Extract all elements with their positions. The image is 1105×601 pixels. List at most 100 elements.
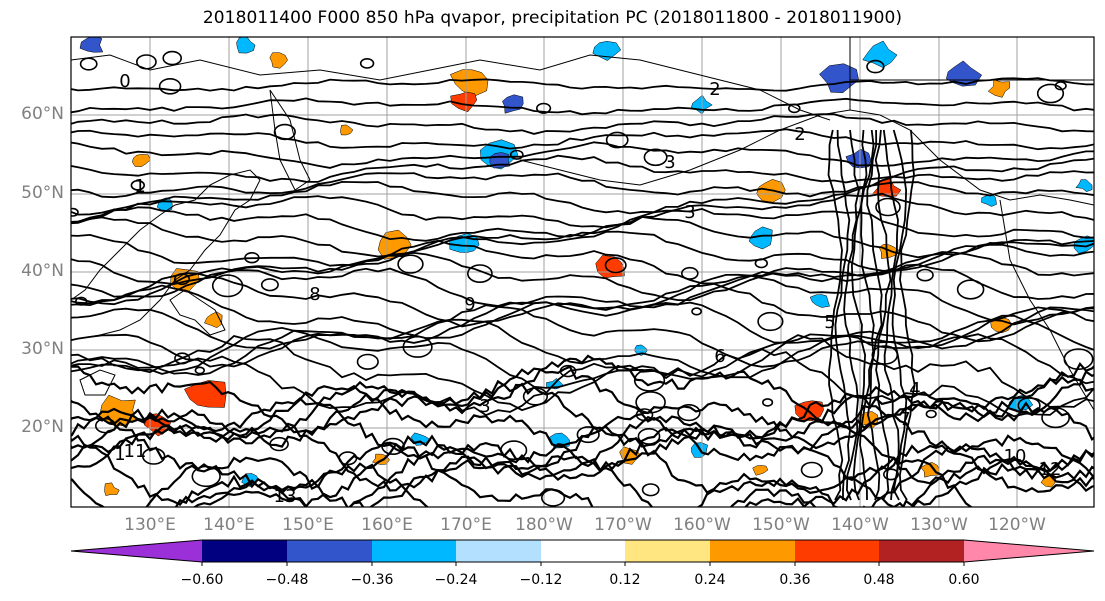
- qvapor-contour-cell: [244, 252, 260, 264]
- qvapor-contour-line: [71, 170, 1094, 199]
- colorbar-tick-label: 0.24: [694, 572, 726, 588]
- coastline: [71, 169, 261, 341]
- qvapor-contour-cell: [500, 440, 528, 461]
- qvapor-contour-line: [71, 192, 1094, 229]
- colorbar-swatch: [202, 540, 287, 562]
- qvapor-contour-line: [71, 301, 1094, 350]
- colorbar-swatch: [456, 540, 541, 562]
- qvapor-contour-cell: [162, 50, 182, 66]
- lon-label: 160°E: [361, 515, 413, 535]
- qvapor-contour-cell: [356, 353, 379, 370]
- colorbar-swatch: [71, 540, 202, 562]
- precip-anomaly-patch: [981, 194, 997, 207]
- precip-anomaly-patch: [920, 461, 940, 478]
- qvapor-contour-line: [71, 239, 1094, 286]
- chart-title: 2018011400 F000 850 hPa qvapor, precipit…: [202, 8, 903, 28]
- qvapor-contour-line: [71, 113, 1094, 135]
- lat-label: 60°N: [21, 104, 64, 124]
- qvapor-contour-cell: [680, 266, 699, 280]
- qvapor-contour-cell: [761, 398, 774, 407]
- qvapor-contour-cell: [559, 364, 577, 378]
- qvapor-contour-line: [71, 154, 1094, 184]
- qvapor-contour-line: [145, 456, 975, 507]
- qvapor-contour-cell: [535, 102, 552, 114]
- contour-label: 10: [1004, 446, 1027, 467]
- qvapor-contour-cell: [633, 368, 666, 392]
- qvapor-contour-cell: [75, 296, 88, 306]
- contour-label: 0: [119, 71, 130, 92]
- qvapor-contour-line: [71, 326, 1094, 389]
- qvapor-contour-line: [71, 392, 1094, 482]
- precip-anomaly-patch: [269, 52, 288, 69]
- precip-anomaly-patch: [752, 465, 769, 476]
- colorbar-tick-label: −0.24: [434, 572, 478, 588]
- qvapor-contour-line: [71, 282, 1094, 343]
- coastline: [849, 37, 1094, 110]
- precip-anomaly-patch: [450, 91, 478, 113]
- colorbar-swatch: [964, 540, 1094, 562]
- colorbar-swatch: [710, 540, 795, 562]
- contour-label: 5: [824, 312, 835, 333]
- qvapor-contour-cell: [1017, 397, 1041, 415]
- qvapor-contour-cell: [94, 417, 117, 434]
- colorbar-tick-label: −0.60: [180, 572, 224, 588]
- qvapor-contour-line: [71, 425, 1094, 507]
- contour-label: 13: [274, 486, 297, 507]
- qvapor-contour-line: [71, 434, 1094, 507]
- qvapor-contour-line: [71, 141, 1094, 169]
- qvapor-contour-cell: [875, 197, 901, 217]
- precip-anomaly-patch: [1075, 179, 1093, 192]
- lat-label: 40°N: [21, 261, 64, 281]
- qvapor-contour-cell: [260, 278, 279, 292]
- lon-label: 170°W: [594, 515, 652, 535]
- qvapor-contour-line: [71, 407, 1094, 493]
- qvapor-contour-cell: [211, 274, 244, 298]
- colorbar-tick-label: 0.12: [609, 572, 641, 588]
- qvapor-contour-cell: [754, 258, 768, 269]
- precip-anomaly-patch: [502, 94, 524, 114]
- contour-label: 1: [114, 444, 125, 465]
- precip-anomaly-patch: [236, 37, 256, 54]
- colorbar-tick-label: −0.48: [265, 572, 309, 588]
- qvapor-contour-cell: [71, 207, 79, 217]
- coastlines: [71, 37, 1094, 411]
- qvapor-contour-line: [891, 129, 908, 501]
- colorbar: [70, 539, 1095, 566]
- contour-label: 12: [1039, 459, 1062, 480]
- qvapor-contour-cell: [359, 58, 375, 69]
- qvapor-contour-cell: [191, 465, 221, 488]
- qvapor-contour-cell: [338, 451, 358, 466]
- contour-label: 3: [479, 396, 490, 417]
- colorbar-tick-label: −0.36: [350, 572, 394, 588]
- coastline: [999, 199, 1094, 411]
- contour-label: 9: [464, 294, 475, 315]
- colorbar-tick-label: 0.36: [779, 572, 811, 588]
- qvapor-contour-cell: [787, 103, 801, 114]
- coastline: [71, 54, 831, 121]
- qvapor-contour-cell: [641, 483, 660, 497]
- contour-label: 6: [714, 346, 725, 367]
- lon-label: 140°W: [831, 515, 889, 535]
- contour-label: 3: [684, 202, 695, 223]
- qvapor-contour-cell: [605, 131, 629, 149]
- qvapor-contour-cell: [130, 179, 146, 191]
- qvapor-contour-line: [71, 97, 1094, 116]
- colorbar-swatch: [795, 540, 879, 562]
- qvapor-contour-line: [71, 263, 1094, 309]
- qvapor-contour-cell: [691, 307, 702, 316]
- qvapor-contour-cell: [916, 268, 934, 282]
- coastline: [79, 369, 116, 396]
- qvapor-contour-cell: [522, 387, 549, 406]
- qvapor-contour-cell: [174, 273, 191, 286]
- qvapor-contour-cell: [866, 59, 885, 74]
- qvapor-contour-line: [827, 129, 844, 501]
- qvapor-contour-line: [71, 215, 1094, 259]
- lon-label: 130°W: [910, 515, 968, 535]
- qvapor-contour-line: [71, 375, 1094, 455]
- lon-label: 130°E: [124, 515, 176, 535]
- qvapor-contour-line: [834, 129, 852, 500]
- coastline: [169, 289, 226, 336]
- qvapor-contour-cell: [158, 78, 182, 95]
